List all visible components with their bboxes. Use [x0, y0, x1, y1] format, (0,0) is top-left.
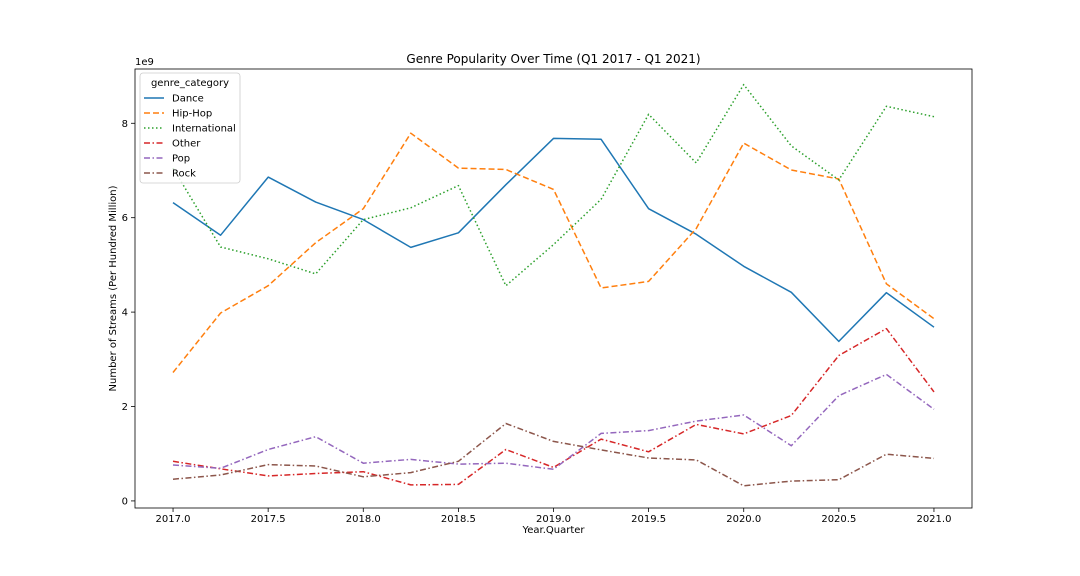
legend-label: Other: [172, 139, 201, 150]
legend-title: genre_category: [151, 78, 229, 89]
y-tick-label: 8: [122, 119, 128, 130]
legend: genre_category Dance Hip-Hop International O…: [139, 72, 241, 184]
x-tick-label: 2018.5: [441, 514, 476, 525]
x-tick-label: 2017.5: [251, 514, 286, 525]
series-line-rock: [172, 422, 935, 487]
legend-label: International: [172, 124, 236, 135]
legend-label: Dance: [172, 94, 204, 105]
x-axis-label: Year.Quarter: [521, 525, 585, 536]
series-line-hip-hop: [172, 132, 935, 373]
x-tick-label: 2017.0: [156, 514, 191, 525]
y-tick-label: 2: [122, 402, 128, 413]
x-tick-label: 2020.5: [821, 514, 856, 525]
x-tick-label: 2020.0: [726, 514, 761, 525]
legend-box: [139, 72, 241, 184]
chart-title: Genre Popularity Over Time (Q1 2017 - Q1…: [406, 52, 700, 66]
series-line-pop: [172, 373, 935, 471]
series-line-dance: [172, 137, 935, 343]
x-axis: 2017.0 2017.5 2018.0 2018.5 2019.0 2019.5 2020…: [156, 508, 951, 525]
y-tick-label: 4: [122, 308, 128, 319]
legend-label: Rock: [172, 169, 196, 180]
series-line-other: [172, 327, 935, 486]
y-axis-label: Number of Streams (Per Hundred Million): [108, 185, 119, 391]
legend-label: Pop: [172, 154, 190, 165]
series-line-international: [172, 83, 935, 287]
plot-area: [172, 83, 935, 487]
x-tick-label: 2021.0: [916, 514, 951, 525]
x-tick-label: 2018.0: [346, 514, 381, 525]
x-tick-label: 2019.5: [631, 514, 666, 525]
y-tick-label: 6: [122, 213, 128, 224]
y-axis: 0 2 4 6 8: [122, 119, 135, 507]
y-axis-offset-label: 1e9: [135, 57, 154, 68]
x-tick-label: 2019.0: [536, 514, 571, 525]
y-tick-label: 0: [122, 496, 128, 507]
legend-label: Hip-Hop: [172, 109, 212, 120]
